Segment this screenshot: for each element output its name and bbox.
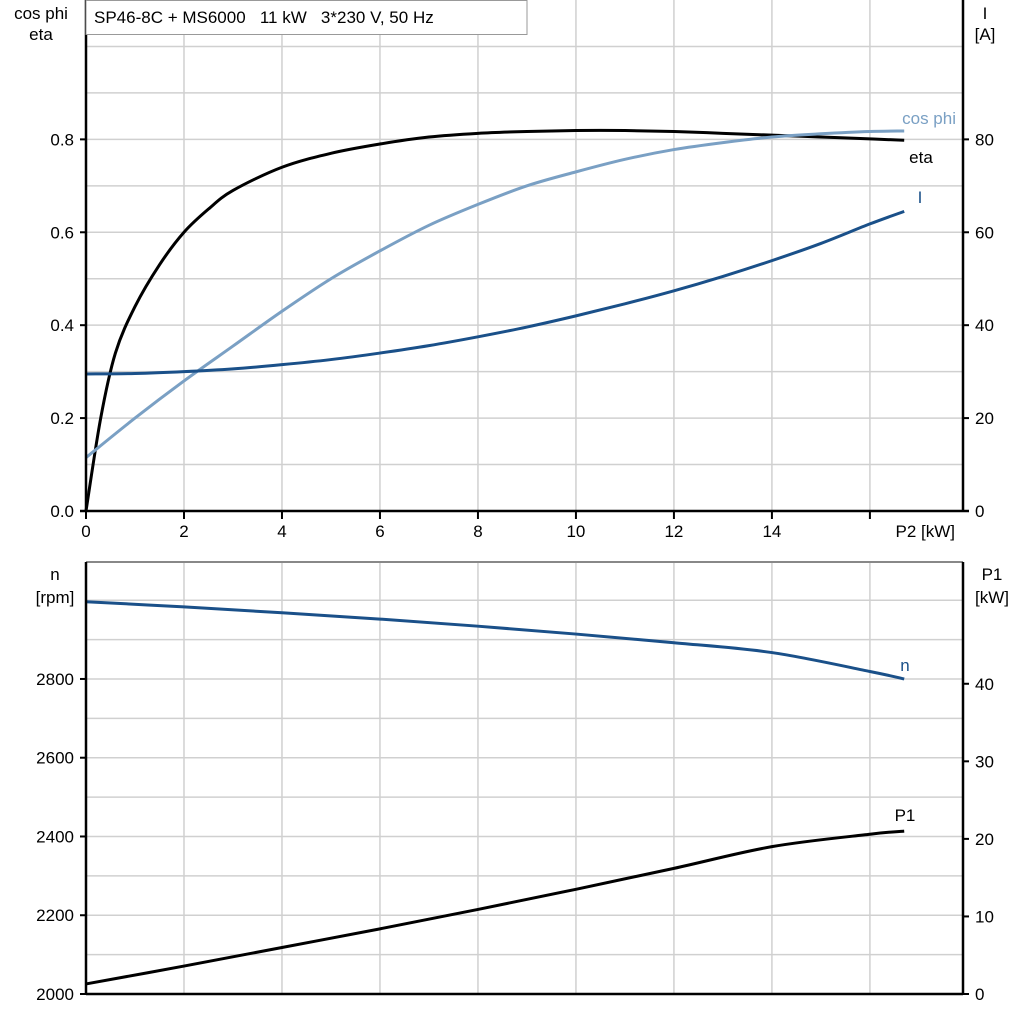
- y-left-tick-label: 0.0: [50, 502, 74, 521]
- top-grid: [86, 0, 963, 511]
- bottom-left-ylabel-1: n: [50, 565, 59, 584]
- n-tick-label: 2000: [36, 985, 74, 1004]
- x-tick-label: 10: [566, 522, 585, 541]
- y-right-tick-label: 40: [975, 316, 994, 335]
- bottom-left-ylabel-2: [rpm]: [36, 588, 75, 607]
- p1-tick-label: 30: [975, 752, 994, 771]
- y-right-tick-label: 60: [975, 223, 994, 242]
- series-line-cos-phi: [85, 129, 905, 459]
- y-right-tick-label: 80: [975, 130, 994, 149]
- y-right-tick-label: 20: [975, 409, 994, 428]
- series-label-eta: eta: [909, 148, 933, 167]
- p1-tick-label: 40: [975, 675, 994, 694]
- x-tick-label: 2: [179, 522, 188, 541]
- chart-title: SP46-8C + MS6000 11 kW 3*230 V, 50 Hz: [94, 8, 434, 27]
- x-tick-label: 12: [664, 522, 683, 541]
- x-axis-label: P2 [kW]: [895, 522, 955, 541]
- n-tick-label: 2200: [36, 906, 74, 925]
- series-label-n: n: [900, 656, 909, 675]
- y-left-tick-label: 0.4: [50, 316, 74, 335]
- x-tick-label: 4: [277, 522, 286, 541]
- p1-tick-label: 0: [975, 985, 984, 1004]
- series-line-p1: [85, 829, 905, 986]
- series-label-cos-phi: cos phi: [902, 109, 956, 128]
- bottom-right-ylabel-1: P1: [982, 565, 1003, 584]
- x-tick-label: 14: [762, 522, 781, 541]
- n-tick-label: 2400: [36, 827, 74, 846]
- top-left-ylabel-1: cos phi: [14, 4, 68, 23]
- y-left-tick-label: 0.6: [50, 223, 74, 242]
- axes-layer: 0 2 4 6 8 10 12 14 0.0 0.2 0.4 0.6 0.8 0 20 40 60 80 2000 2…: [36, 0, 994, 1004]
- p1-tick-label: 20: [975, 830, 994, 849]
- series-label-p1: P1: [895, 806, 916, 825]
- bottom-right-ylabel-2: [kW]: [975, 588, 1009, 607]
- x-tick-label: 6: [375, 522, 384, 541]
- y-left-tick-label: 0.8: [50, 130, 74, 149]
- x-tick-label: 0: [81, 522, 90, 541]
- series-line-i: [85, 209, 905, 376]
- bottom-grid: [86, 561, 963, 994]
- top-left-ylabel-2: eta: [29, 25, 53, 44]
- top-right-ylabel-2: [A]: [975, 25, 996, 44]
- n-tick-label: 2800: [36, 670, 74, 689]
- series-label-i: I: [918, 188, 923, 207]
- n-tick-label: 2600: [36, 749, 74, 768]
- y-left-tick-label: 0.2: [50, 409, 74, 428]
- series-line-eta: [84, 128, 905, 512]
- p1-tick-label: 10: [975, 907, 994, 926]
- top-right-ylabel-1: I: [983, 4, 988, 23]
- series-line-n: [85, 600, 905, 681]
- title-box: [85, 0, 528, 35]
- x-tick-label: 8: [473, 522, 482, 541]
- y-right-tick-label: 0: [975, 502, 984, 521]
- series-layer: [84, 128, 905, 986]
